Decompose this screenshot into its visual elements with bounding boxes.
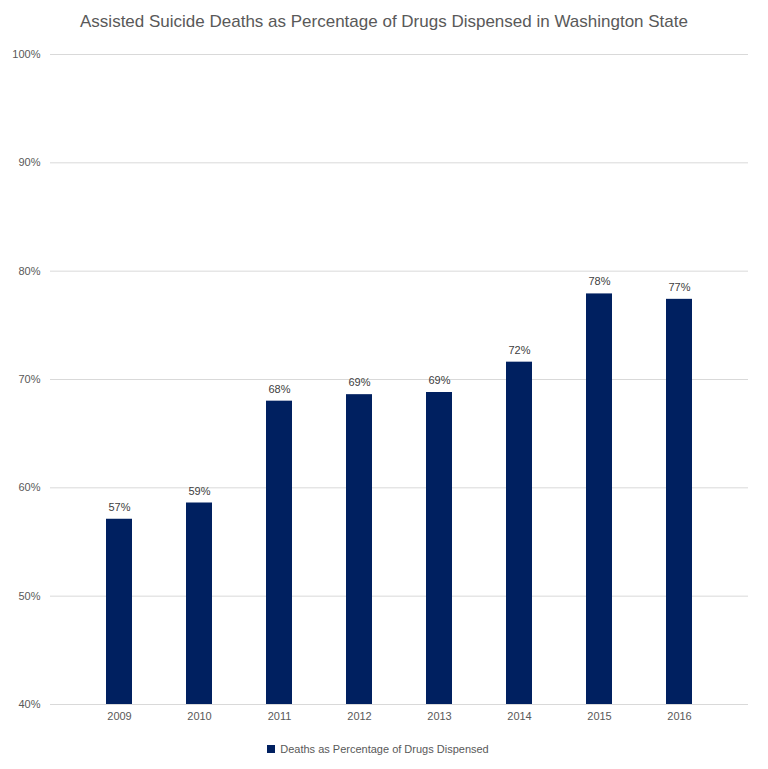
svg-text:69%: 69% (348, 376, 370, 388)
svg-text:72%: 72% (508, 344, 530, 356)
html-text:Deaths as Percentage of Drugs: Deaths as Percentage of Drugs Dispensed (280, 743, 489, 755)
svg-text:57%: 57% (108, 501, 130, 513)
svg-text:80%: 80% (18, 265, 40, 277)
svg-text:2012: 2012 (347, 710, 371, 722)
svg-text:70%: 70% (18, 373, 40, 385)
svg-text:2016: 2016 (667, 710, 691, 722)
svg-text:77%: 77% (668, 281, 690, 293)
svg-text:69%: 69% (428, 374, 450, 386)
svg-text:40%: 40% (18, 698, 40, 710)
svg-text:90%: 90% (18, 156, 40, 168)
svg-text:2015: 2015 (587, 710, 611, 722)
svg-text:2013: 2013 (427, 710, 451, 722)
svg-text:2011: 2011 (268, 710, 292, 722)
html-text:Assisted Suicide Deaths as Per: Assisted Suicide Deaths as Percentage of… (80, 12, 688, 31)
svg-text:100%: 100% (12, 48, 40, 60)
svg-text:2009: 2009 (107, 710, 131, 722)
svg-text:50%: 50% (18, 590, 40, 602)
svg-text:78%: 78% (588, 275, 610, 287)
svg-text:2010: 2010 (187, 710, 211, 722)
svg-text:59%: 59% (188, 485, 210, 497)
svg-text:68%: 68% (268, 383, 290, 395)
svg-text:60%: 60% (18, 481, 40, 493)
svg-text:2014: 2014 (507, 710, 531, 722)
